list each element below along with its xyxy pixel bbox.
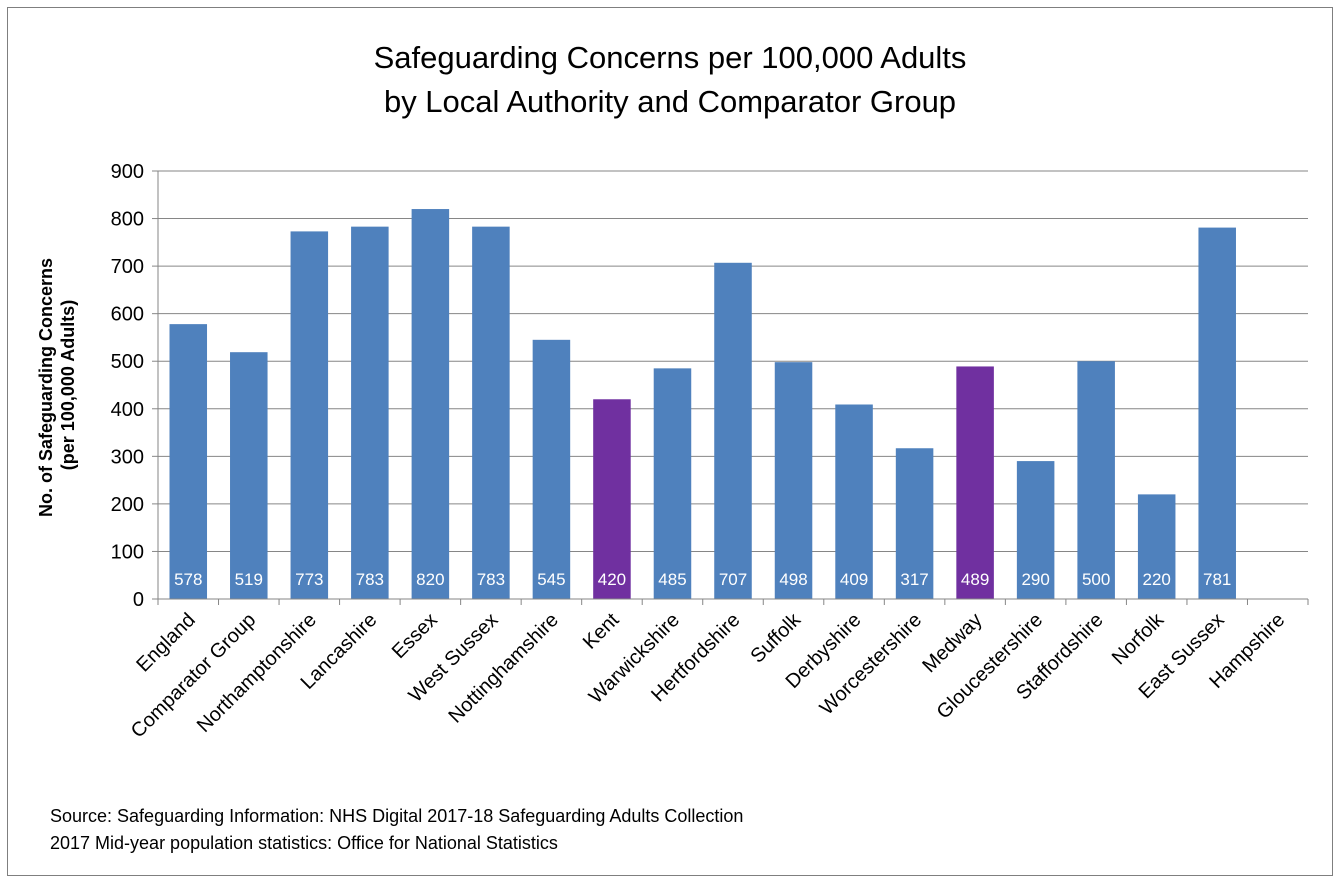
bar-kent (593, 399, 631, 599)
bar-warwickshire (653, 368, 692, 599)
data-label: 519 (235, 570, 263, 589)
y-tick-label: 400 (111, 399, 144, 421)
data-label: 545 (537, 570, 565, 589)
y-tick-label: 800 (111, 209, 144, 231)
y-tick-labels: 0 100 200 300 400 500 600 700 800 900 (111, 161, 144, 611)
data-label: 485 (658, 570, 686, 589)
y-tick-label: 900 (111, 161, 144, 183)
x-tick-label: Essex (388, 609, 442, 663)
x-tick-label: Suffolk (747, 608, 806, 667)
source-line-2: 2017 Mid-year population statistics: Off… (50, 833, 558, 853)
y-tick-label: 200 (111, 494, 144, 516)
y-tick-label: 300 (111, 446, 144, 468)
y-tick-label: 100 (111, 541, 144, 563)
y-axis-title-line-1: No. of Safeguarding Concerns (36, 258, 56, 517)
bar-staffordshire (1077, 361, 1115, 599)
axes (152, 170, 1309, 605)
chart-title-line-1: Safeguarding Concerns per 100,000 Adults (373, 40, 967, 75)
y-tick-label: 700 (111, 256, 144, 278)
bar-england (169, 324, 208, 599)
bar-suffolk (774, 362, 813, 599)
x-tick-label: Gloucestershire (933, 609, 1048, 724)
bar-comparator-group (230, 352, 268, 599)
data-label: 489 (961, 570, 989, 589)
bar-west-sussex (472, 226, 510, 599)
source-line-1: Source: Safeguarding Information: NHS Di… (50, 806, 744, 826)
y-tick-label: 0 (133, 589, 144, 611)
y-tick-label: 600 (111, 304, 144, 326)
data-label: 578 (174, 570, 202, 589)
data-label: 409 (840, 570, 868, 589)
data-label: 773 (295, 570, 323, 589)
y-axis-title-line-2: (per 100,000 Adults) (58, 300, 78, 470)
data-label: 707 (719, 570, 747, 589)
bar-derbyshire (835, 404, 873, 599)
data-label: 781 (1203, 570, 1231, 589)
y-tick-label: 500 (111, 351, 144, 373)
bar-east-sussex (1198, 227, 1236, 599)
bar-medway (956, 366, 994, 599)
bar-lancashire (351, 226, 389, 599)
data-label: 420 (598, 570, 626, 589)
x-tick-label: Norfolk (1108, 608, 1169, 669)
bar-gloucestershire (1016, 461, 1055, 599)
bar-hertfordshire (714, 262, 752, 599)
source-notes: Source: Safeguarding Information: NHS Di… (50, 803, 743, 857)
bar-essex (411, 209, 450, 600)
bar-nottinghamshire (532, 339, 571, 599)
data-label: 317 (900, 570, 928, 589)
bar-norfolk (1137, 494, 1176, 599)
bar-worcestershire (895, 448, 934, 599)
x-tick-label: Nottinghamshire (444, 609, 563, 728)
data-label: 783 (356, 570, 384, 589)
data-label: 220 (1142, 570, 1170, 589)
bar-northamptonshire (290, 231, 329, 599)
data-label: 783 (477, 570, 505, 589)
x-tick-label: Kent (579, 609, 624, 654)
y-axis-title: No. of Safeguarding Concerns (per 100,00… (36, 253, 78, 517)
bars (169, 209, 1236, 600)
data-labels: 578 519 773 783 820 783 545 420 485 707 498 409 317 4… (174, 570, 1231, 589)
data-label: 498 (779, 570, 807, 589)
chart-title: Safeguarding Concerns per 100,000 Adults… (0, 36, 1340, 124)
chart-title-line-2: by Local Authority and Comparator Group (383, 84, 957, 119)
data-label: 500 (1082, 570, 1110, 589)
data-label: 290 (1021, 570, 1049, 589)
data-label: 820 (416, 570, 444, 589)
